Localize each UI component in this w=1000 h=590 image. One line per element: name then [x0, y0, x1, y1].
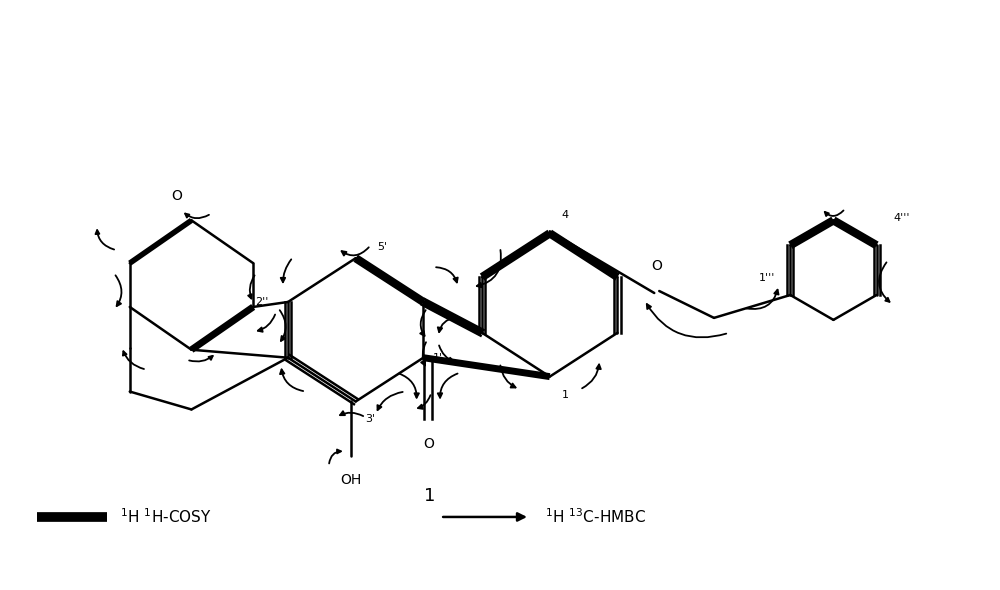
- Text: O: O: [171, 189, 182, 204]
- Text: 1': 1': [433, 353, 443, 363]
- Text: O: O: [651, 259, 662, 273]
- Text: 2'': 2'': [255, 297, 268, 307]
- Text: 1: 1: [424, 487, 435, 505]
- Text: $^{1}$H $^{13}$C-HMBC: $^{1}$H $^{13}$C-HMBC: [545, 507, 646, 526]
- Text: $^{1}$H $^{1}$H-COSY: $^{1}$H $^{1}$H-COSY: [120, 507, 211, 526]
- Text: OH: OH: [340, 473, 361, 487]
- Text: O: O: [423, 437, 434, 451]
- Text: 1: 1: [562, 389, 569, 399]
- Text: 5': 5': [378, 242, 388, 252]
- Text: 1''': 1''': [759, 273, 776, 283]
- Text: 4: 4: [562, 211, 569, 220]
- Text: 3': 3': [366, 414, 376, 424]
- Text: 4''': 4''': [893, 214, 910, 224]
